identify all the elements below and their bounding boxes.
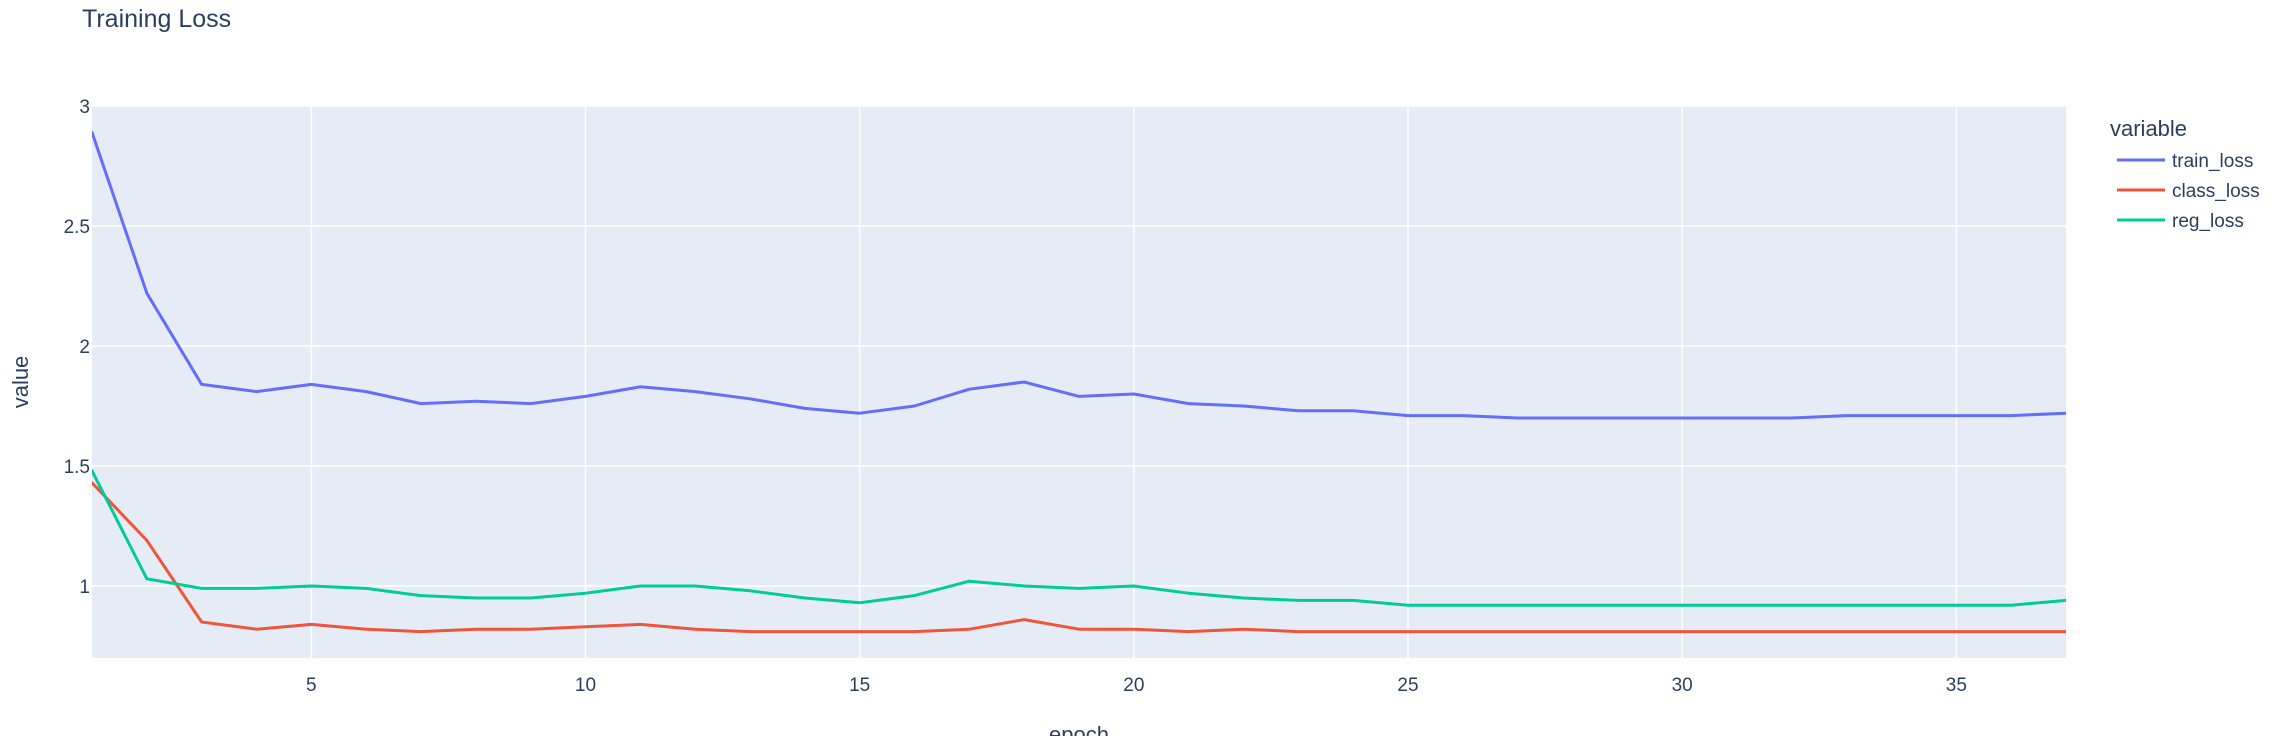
legend-item-class_loss[interactable]: class_loss <box>2117 181 2260 202</box>
y-axis-title: value <box>8 356 33 409</box>
plot-area <box>92 106 2066 658</box>
y-axis-ticks: 1 1.5 2 2.5 3 <box>64 97 90 598</box>
legend-item-reg_loss[interactable]: reg_loss <box>2117 211 2244 232</box>
x-tick-label: 20 <box>1123 675 1144 696</box>
chart-title: Training Loss <box>82 5 231 33</box>
y-tick-label: 1 <box>79 577 90 598</box>
legend-item-train_loss[interactable]: train_loss <box>2117 151 2253 172</box>
grid <box>92 105 2066 658</box>
legend-title: variable <box>2110 116 2187 141</box>
x-tick-label: 15 <box>849 675 870 696</box>
x-tick-label: 35 <box>1946 675 1967 696</box>
series-line-class_loss[interactable] <box>92 481 2066 634</box>
x-axis-ticks: 5 10 15 20 25 30 35 <box>306 675 1967 696</box>
y-tick-label: 3 <box>79 97 90 118</box>
x-tick-label: 25 <box>1397 675 1418 696</box>
series-line-reg_loss[interactable] <box>92 469 2066 607</box>
x-axis-title: epoch <box>1049 722 1109 736</box>
legend-label: reg_loss <box>2172 211 2244 232</box>
series-layer <box>92 130 2066 634</box>
x-tick-label: 30 <box>1672 675 1693 696</box>
y-tick-label: 2.5 <box>64 217 90 238</box>
x-tick-label: 5 <box>306 675 317 696</box>
series-line-train_loss[interactable] <box>92 130 2066 420</box>
legend-label: class_loss <box>2172 181 2260 202</box>
y-tick-label: 2 <box>79 337 90 358</box>
legend-label: train_loss <box>2172 151 2253 172</box>
x-tick-label: 10 <box>575 675 596 696</box>
legend[interactable]: variable train_loss class_loss reg_loss <box>2110 116 2260 232</box>
y-tick-label: 1.5 <box>64 457 90 478</box>
